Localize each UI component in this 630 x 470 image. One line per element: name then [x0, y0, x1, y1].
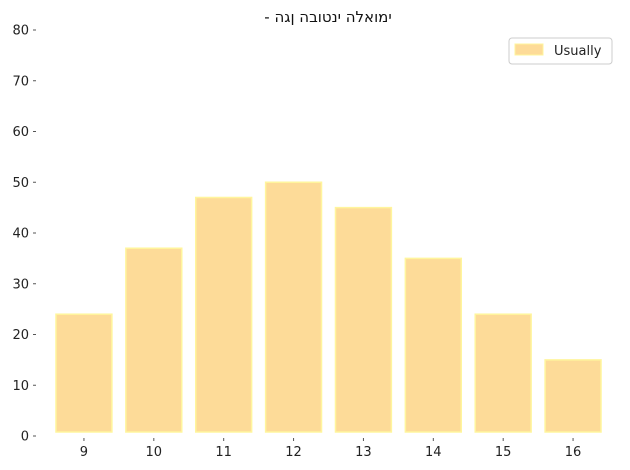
- x-tick-label: 16: [565, 445, 582, 460]
- bar: [474, 313, 532, 433]
- bar: [264, 181, 323, 433]
- y-tick-label: 40: [12, 227, 29, 242]
- bar-series: [55, 181, 602, 433]
- bar: [334, 206, 393, 433]
- x-axis: 9 10 11 12 13 14 15 16: [80, 438, 582, 460]
- x-tick-label: 11: [215, 445, 232, 460]
- bar: [194, 196, 253, 433]
- x-tick-label: 14: [425, 445, 442, 460]
- x-tick-label: 10: [146, 445, 163, 460]
- x-tick-label: 15: [495, 445, 512, 460]
- x-tick-label: 12: [285, 445, 302, 460]
- x-tick-label: 9: [80, 445, 88, 460]
- y-tick-label: 70: [12, 74, 29, 89]
- y-tick-label: 0: [21, 430, 29, 445]
- bar: [125, 247, 183, 433]
- y-tick-label: 20: [12, 328, 29, 343]
- bar: [404, 257, 463, 433]
- legend: Usually: [508, 37, 613, 65]
- y-tick-label: 10: [12, 379, 29, 394]
- legend-label: Usually: [554, 44, 602, 59]
- y-tick-label: 50: [12, 176, 29, 191]
- y-tick-label: 80: [12, 24, 29, 39]
- y-tick-label: 60: [12, 125, 29, 140]
- chart-title: - ימואלה ינטובה ןגה: [264, 8, 391, 26]
- bar: [55, 313, 113, 433]
- legend-swatch: [514, 43, 544, 56]
- y-axis: 0 10 20 30 40 50 60 70 80: [12, 24, 36, 445]
- bar: [544, 359, 602, 433]
- x-tick-label: 13: [355, 445, 372, 460]
- y-tick-label: 30: [12, 277, 29, 292]
